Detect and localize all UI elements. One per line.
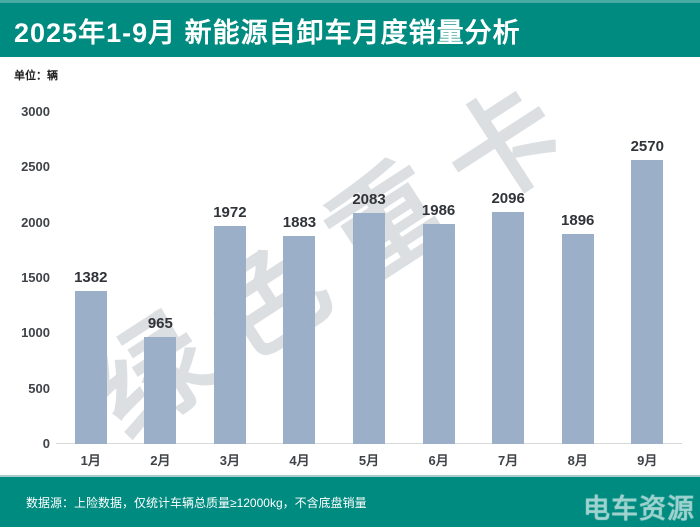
y-tick-label: 3000 [21, 104, 50, 119]
y-tick-label: 1500 [21, 270, 50, 285]
y-tick-label: 0 [42, 436, 50, 451]
x-axis-label: 8月 [567, 453, 588, 468]
value-label: 1382 [74, 269, 108, 287]
x-axis-label: 9月 [637, 453, 658, 468]
value-label: 2570 [630, 137, 664, 155]
value-label: 1972 [213, 203, 247, 221]
bar [144, 337, 177, 444]
unit-label: 单位：辆 [14, 70, 58, 82]
x-axis-label: 4月 [289, 453, 310, 468]
value-label: 965 [147, 315, 173, 333]
brand-logo: 电车资源 [583, 494, 695, 524]
bar-slot-5月: 2083 5月 [334, 112, 404, 468]
value-label: 2083 [352, 191, 386, 209]
bar [422, 224, 455, 444]
bar [492, 212, 525, 444]
footer-banner: 数据源：上险数据，仅统计车辆总质量≥12000kg，不含底盘销量 电车资源 [0, 475, 700, 527]
bar-slot-4月: 1883 4月 [265, 112, 335, 468]
x-axis-label: 3月 [219, 453, 241, 468]
data-source-note: 数据源：上险数据，仅统计车辆总质量≥12000kg，不含底盘销量 [26, 496, 367, 510]
bar [283, 235, 316, 444]
x-axis-label: 2月 [150, 453, 171, 468]
bar-slot-1月: 1382 1月 [56, 112, 126, 468]
header-banner: 2025年1-9月 新能源自卸车月度销量分析 [0, 0, 700, 57]
y-tick-label: 2000 [21, 214, 50, 230]
bar [561, 234, 594, 444]
value-label: 1896 [561, 212, 595, 230]
y-tick-label: 1000 [21, 325, 50, 341]
bar [353, 213, 386, 444]
bar-slot-2月: 965 2月 [126, 112, 196, 468]
y-tick-label: 500 [28, 380, 50, 396]
bar-slot-7月: 2096 7月 [473, 112, 543, 468]
x-axis-label: 5月 [358, 453, 380, 468]
value-label: 1883 [282, 213, 317, 231]
bar [631, 159, 664, 444]
x-axis-label: 1月 [80, 453, 101, 468]
y-tick-label: 2500 [21, 159, 50, 175]
bar-slot-9月: 2570 9月 [613, 112, 683, 468]
x-axis-label: 6月 [428, 453, 449, 468]
bar-slot-3月: 1972 3月 [195, 112, 265, 468]
plot-area: 1382 1月 965 2月 1972 3月 1883 4月 2083 5月 1986 6月 2096 7… [56, 112, 683, 468]
value-label: 2096 [491, 190, 525, 208]
bar [74, 291, 107, 444]
bar [213, 225, 246, 444]
page-title: 2025年1-9月 新能源自卸车月度销量分析 [14, 17, 521, 48]
x-axis-label: 7月 [498, 453, 519, 468]
bar-slot-6月: 1986 6月 [404, 112, 474, 468]
bar-slot-8月: 1896 8月 [543, 112, 613, 468]
value-label: 1986 [421, 202, 456, 220]
